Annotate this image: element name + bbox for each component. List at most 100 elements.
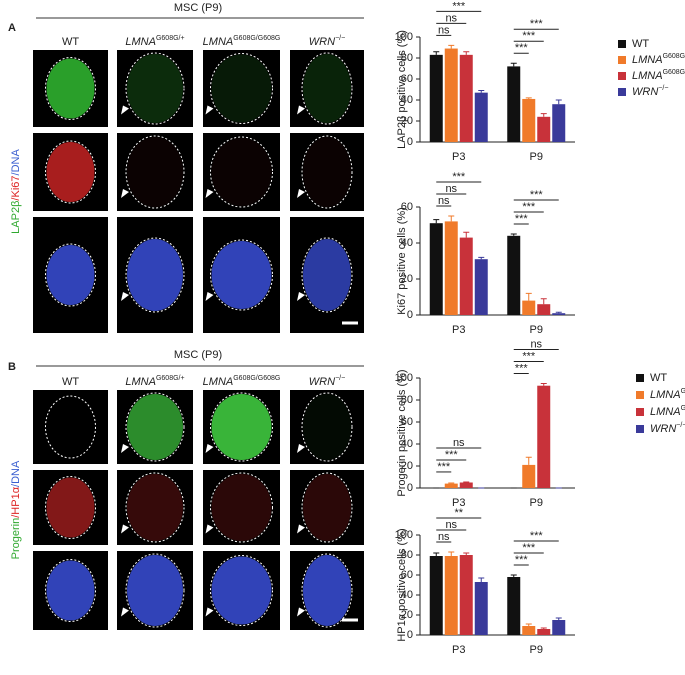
nucleus-outline <box>45 476 96 539</box>
bar <box>474 92 488 142</box>
panel-header: MSC (P9) <box>174 2 222 14</box>
row-label-part: / <box>10 514 22 518</box>
arrowhead <box>121 444 129 453</box>
bar <box>537 304 551 315</box>
error-bar <box>478 256 485 260</box>
nucleus-signal <box>127 239 183 311</box>
gene-label: WRN−/− <box>309 375 345 388</box>
gene-label: WRN−/− <box>632 85 668 98</box>
bar <box>507 577 521 635</box>
legend-swatch <box>618 72 626 80</box>
micrograph <box>290 551 364 630</box>
nucleus-outline <box>210 53 273 124</box>
nucleus-outline <box>210 472 273 543</box>
significance-label: *** <box>515 554 529 566</box>
bar <box>429 223 443 315</box>
arrowhead <box>205 444 214 453</box>
micrograph <box>117 551 193 630</box>
gene-label: LMNAG608G/+ <box>125 375 184 388</box>
micrograph <box>33 390 108 464</box>
y-tick-label: 80 <box>401 52 413 64</box>
nucleus-outline <box>45 140 96 204</box>
nucleus-outline <box>45 57 96 120</box>
nucleus-signal <box>46 142 95 202</box>
allele: G608G/+ <box>156 375 185 382</box>
bar <box>522 98 536 142</box>
gene-name: WRN <box>650 423 676 435</box>
allele: G608G/+ <box>663 53 685 60</box>
nucleus-signal <box>46 245 95 305</box>
significance-label: ns <box>445 183 457 195</box>
row-label-part: HP1α <box>10 486 22 514</box>
allele: G608G/G608G <box>233 375 280 382</box>
row-label: LAP2β/Ki67/DNA <box>10 149 22 234</box>
error-bar <box>448 551 455 556</box>
arrowhead <box>297 607 305 617</box>
row-label-part: DNA <box>10 149 22 173</box>
bar <box>429 556 443 635</box>
bar <box>459 555 473 635</box>
arrowhead <box>121 524 129 534</box>
legend-swatch <box>636 374 644 382</box>
nucleus-signal <box>46 560 95 621</box>
y-tick-label: 40 <box>401 438 413 450</box>
significance-label: *** <box>452 0 466 12</box>
error-bar <box>448 44 455 49</box>
y-tick-label: 80 <box>401 394 413 406</box>
micrograph <box>117 390 193 464</box>
micrograph-bg <box>117 470 193 545</box>
micrograph <box>33 217 108 333</box>
nucleus-signal <box>303 239 351 311</box>
nucleus-signal <box>303 54 351 123</box>
gene-name: WRN <box>309 36 335 48</box>
micrograph <box>203 217 280 333</box>
allele: −/− <box>335 375 345 382</box>
micrograph <box>203 390 280 464</box>
gene-name: WRN <box>309 376 335 388</box>
gene-name: LMNA <box>650 389 681 401</box>
error-bar <box>555 617 562 620</box>
bar <box>537 385 551 488</box>
y-tick-label: 60 <box>401 201 413 213</box>
bar <box>507 66 521 142</box>
significance-label: *** <box>515 213 529 225</box>
error-bar <box>463 552 470 555</box>
significance-label: *** <box>522 350 536 362</box>
nucleus-signal <box>211 241 272 309</box>
x-tick-label: P3 <box>452 151 465 163</box>
x-tick-label: P3 <box>452 324 465 336</box>
error-bar <box>525 97 532 99</box>
micrograph <box>290 390 364 464</box>
micrograph <box>33 470 108 545</box>
bar <box>537 116 551 142</box>
bar <box>507 235 521 315</box>
bar <box>537 629 551 635</box>
micrograph <box>117 50 193 127</box>
y-axis-title: LAP2β positive cells (%) <box>396 30 408 149</box>
x-tick-label: P9 <box>530 151 543 163</box>
gene-name: LMNA <box>632 70 663 82</box>
nucleus-outline <box>210 136 273 208</box>
arrowhead <box>205 105 214 115</box>
error-bar <box>478 90 485 93</box>
micrograph <box>203 470 280 545</box>
significance-label: ** <box>454 507 463 519</box>
micrograph-bg <box>203 470 280 545</box>
legend-swatch <box>636 391 644 399</box>
bar <box>522 300 536 315</box>
gene-label: WT <box>62 36 79 48</box>
gene-label: LMNAG608G/G608G <box>203 375 281 388</box>
error-bar <box>540 113 547 117</box>
nucleus-outline <box>125 52 185 125</box>
y-tick-label: 20 <box>401 609 413 621</box>
y-tick-label: 60 <box>401 416 413 428</box>
error-bar <box>510 62 517 67</box>
nucleus-outline <box>125 135 185 209</box>
x-tick-label: P3 <box>452 644 465 656</box>
bar <box>474 582 488 635</box>
allele: −/− <box>676 422 685 429</box>
error-bar <box>510 233 517 236</box>
gene-label: LMNAG608G/G608G <box>203 35 281 48</box>
legend-swatch <box>618 40 626 48</box>
micrograph <box>203 133 280 211</box>
